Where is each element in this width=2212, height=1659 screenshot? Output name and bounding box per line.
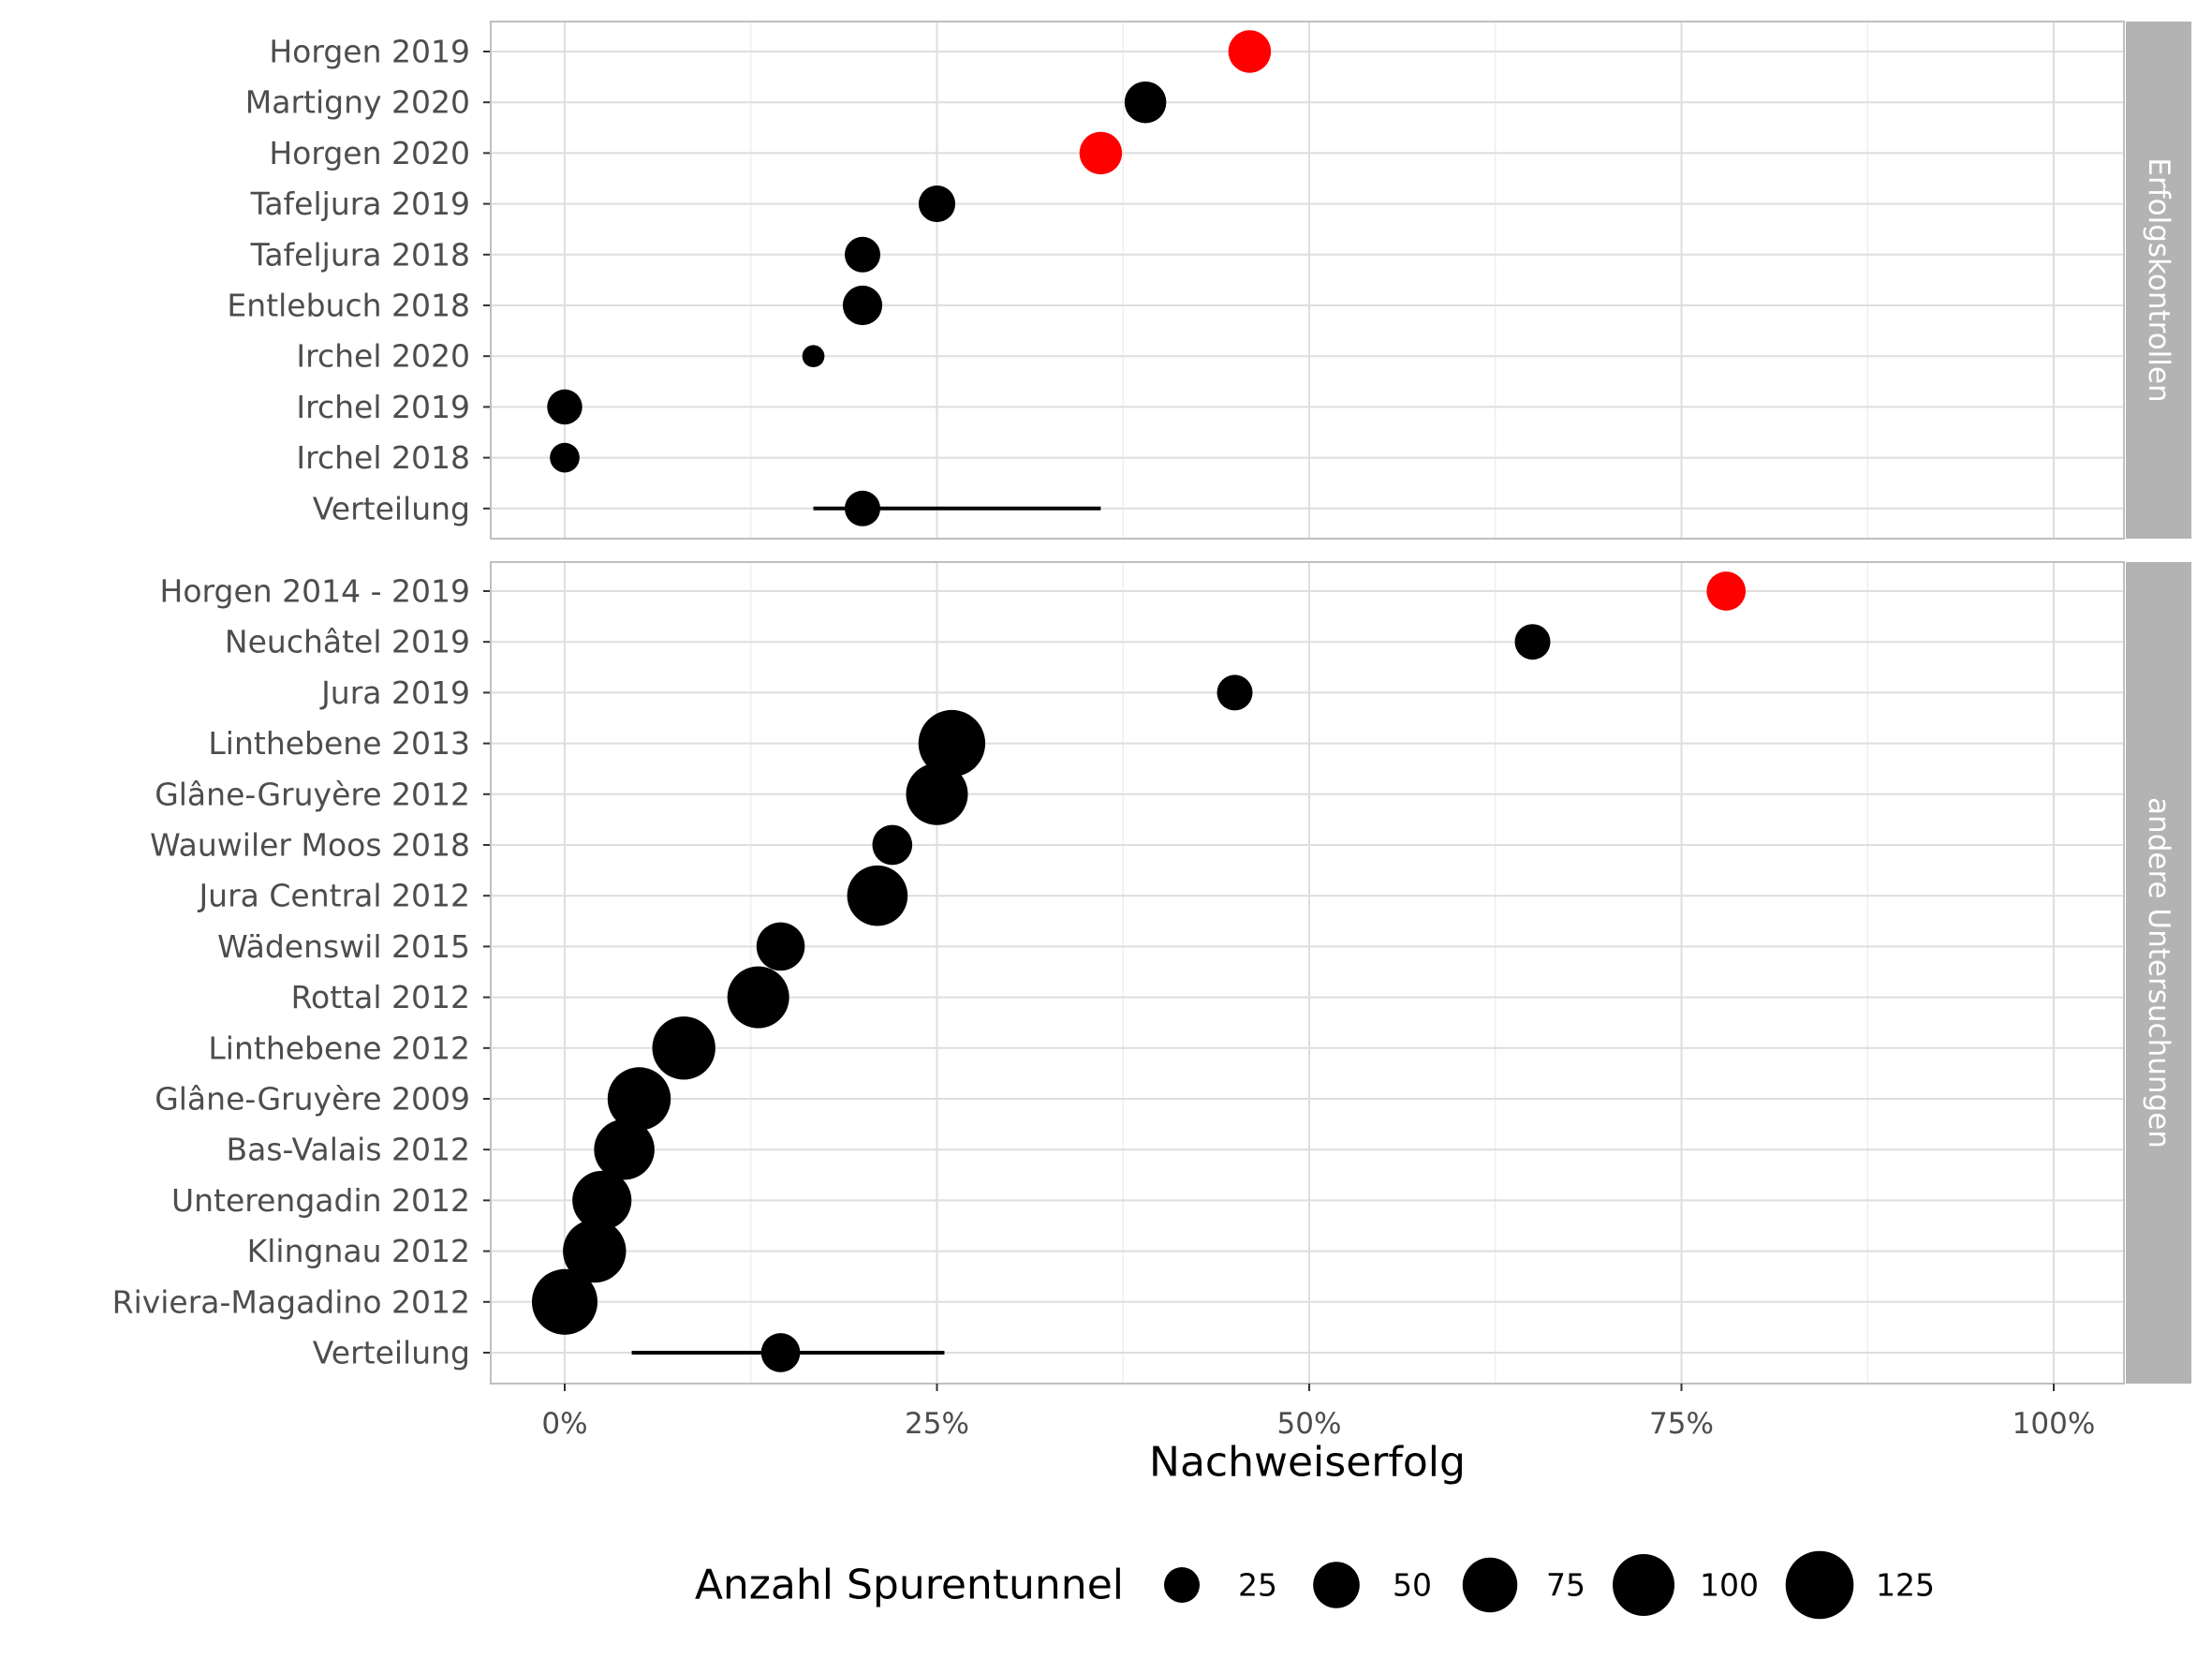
y-tick-label: Horgen 2019 [269,34,470,70]
legend-label: 125 [1876,1567,1935,1604]
data-point [842,285,883,326]
x-tick-label: 25% [905,1407,969,1441]
summary-point [760,1333,801,1372]
y-tick-label: Verteilung [313,490,470,526]
panel-background [491,22,2124,539]
data-point [547,389,582,425]
legend-label: 100 [1700,1567,1759,1604]
data-point [756,922,805,971]
x-tick-label: 50% [1277,1407,1342,1441]
panel-border [490,21,2125,540]
data-point [563,1219,627,1283]
summary-point [845,490,880,526]
y-tick-label: Linthebene 2013 [208,725,470,762]
data-point [918,709,986,778]
data-point [847,865,908,926]
facet-strip [2126,22,2191,539]
facet-strip [2126,562,2191,1384]
data-point [727,966,789,1029]
legend-label: 75 [1546,1567,1585,1604]
x-axis-title: Nachweiserfolg [1149,1439,1466,1487]
y-tick-label: Linthebene 2012 [208,1029,470,1066]
legend-key [1785,1550,1854,1620]
y-tick-label: Irchel 2020 [296,338,470,375]
x-tick-label: 0% [541,1407,587,1441]
y-tick-label: Glâne-Gruyère 2009 [155,1081,470,1118]
legend-label: 25 [1238,1567,1277,1604]
legend-key [1164,1567,1200,1603]
y-tick-label: Wauwiler Moos 2018 [150,827,470,864]
data-point [1706,571,1747,611]
panel-andere-untersuchungen: Horgen 2014 - 2019 Neuchâtel 2019 Jura 201… [112,561,2191,1385]
data-point [1124,81,1167,124]
legend-key [1313,1562,1360,1608]
x-tick-label: 100% [2013,1407,2096,1441]
data-point [550,442,580,473]
panel-background [491,562,2124,1384]
y-tick-label: Irchel 2018 [296,439,470,476]
y-tick-label: Glâne-Gruyère 2012 [155,776,470,812]
data-point [652,1016,715,1080]
data-point [1228,30,1272,73]
data-point [845,236,880,273]
data-point [906,763,968,825]
y-tick-label: Neuchâtel 2019 [225,624,470,660]
data-point [802,345,825,368]
y-tick-label: Irchel 2019 [296,389,470,425]
facet-strip-label: andere Untersuchungen [2142,797,2175,1148]
legend: Anzahl Spurentunnel 25 50 75 100 125 [695,1550,1935,1620]
data-point [572,1170,632,1230]
y-tick-label: Jura 2019 [319,674,470,711]
panel-erfolgskontrollen: Horgen 2019 Martigny 2020 Horgen 2020 Tafel… [227,21,2191,540]
y-tick-label: Entlebuch 2018 [227,288,470,324]
data-point [918,185,956,223]
y-tick-label: Wädenswil 2015 [217,928,470,965]
data-point [1217,674,1253,711]
y-tick-label: Bas-Valais 2012 [227,1132,471,1168]
y-tick-label: Verteilung [313,1335,470,1371]
legend-label: 50 [1393,1567,1432,1604]
data-point [594,1118,655,1180]
data-point [531,1268,598,1335]
y-tick-label: Jura Central 2012 [197,878,470,914]
facet-strip-label: Erfolgskontrollen [2142,157,2175,402]
y-tick-label: Tafeljura 2019 [250,185,470,222]
data-point [872,824,913,866]
y-tick-label: Horgen 2014 - 2019 [160,573,471,610]
legend-key [1462,1557,1518,1613]
y-tick-label: Klingnau 2012 [247,1233,470,1269]
y-tick-label: Rottal 2012 [291,979,470,1015]
data-point [1079,131,1123,175]
y-tick-label: Tafeljura 2018 [250,236,470,273]
legend-title: Anzahl Spurentunnel [695,1562,1124,1609]
y-tick-label: Riviera-Magadino 2012 [112,1283,470,1320]
y-tick-label: Horgen 2020 [269,135,470,171]
legend-key [1613,1554,1674,1616]
y-tick-label: Martigny 2020 [245,84,470,121]
y-tick-label: Unterengadin 2012 [171,1182,470,1219]
data-point [607,1067,671,1131]
x-tick-label: 75% [1649,1407,1714,1441]
panel-border [490,561,2125,1385]
data-point [1514,624,1551,660]
